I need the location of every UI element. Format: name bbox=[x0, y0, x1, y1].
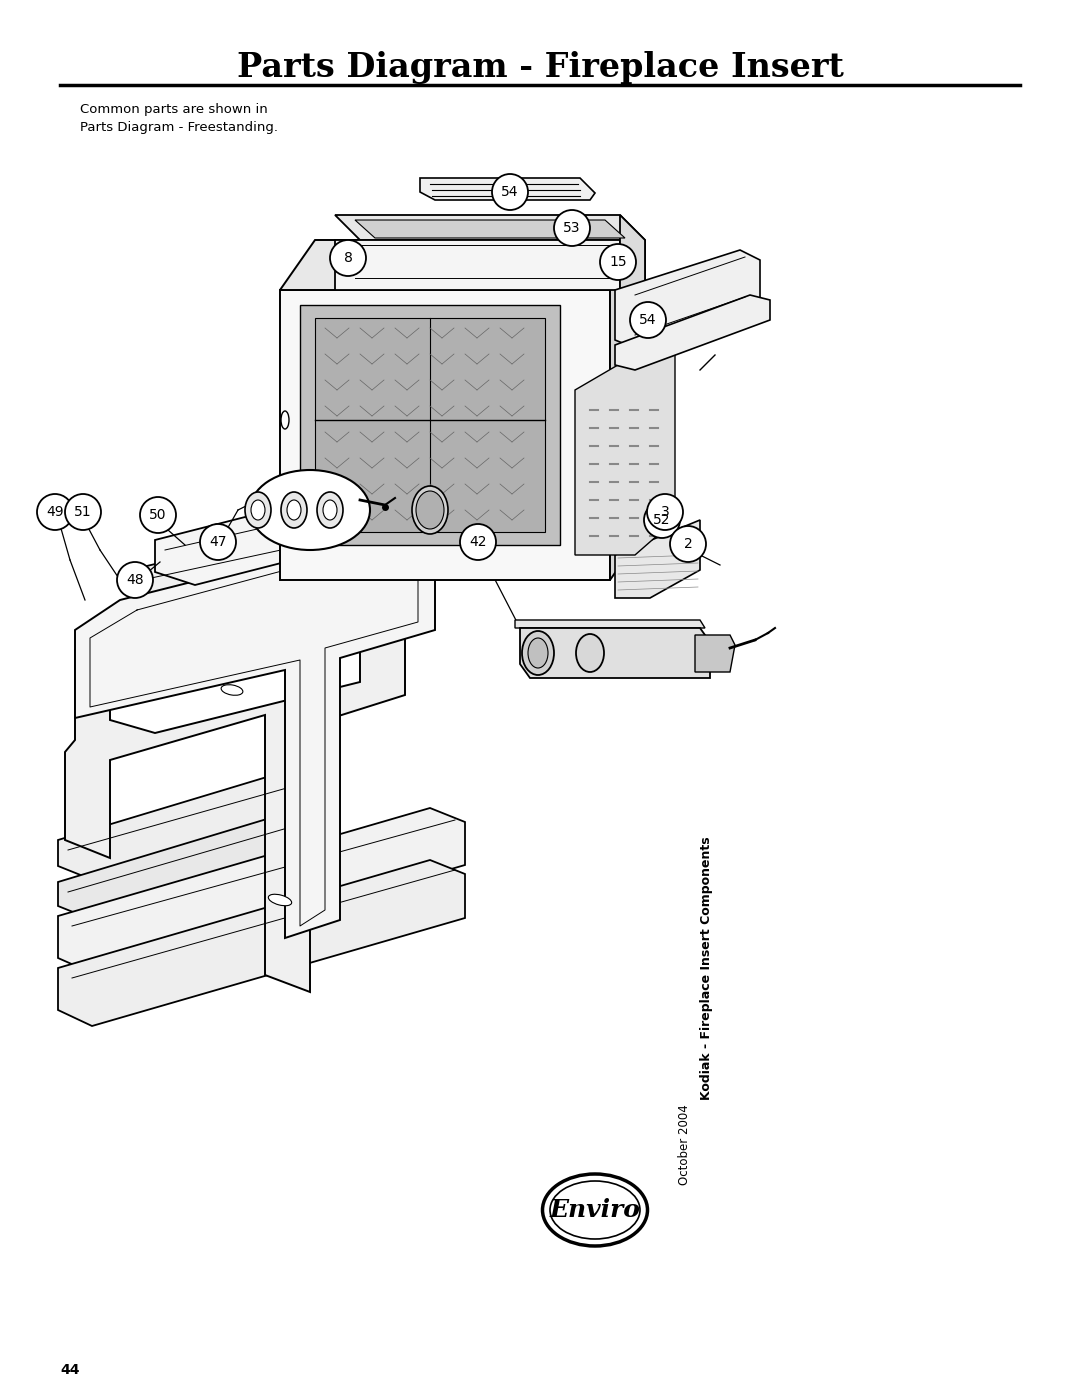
Text: 50: 50 bbox=[149, 509, 166, 522]
Text: 47: 47 bbox=[210, 535, 227, 549]
Polygon shape bbox=[130, 509, 430, 617]
Text: Kodiak - Fireplace Insert Components: Kodiak - Fireplace Insert Components bbox=[700, 837, 713, 1099]
Polygon shape bbox=[620, 215, 645, 291]
Polygon shape bbox=[58, 812, 318, 918]
Polygon shape bbox=[65, 595, 405, 992]
Ellipse shape bbox=[411, 486, 448, 534]
Polygon shape bbox=[300, 305, 561, 545]
Text: 8: 8 bbox=[343, 251, 352, 265]
Text: Parts Diagram - Fireplace Insert: Parts Diagram - Fireplace Insert bbox=[237, 52, 843, 84]
Text: Common parts are shown in: Common parts are shown in bbox=[80, 103, 268, 116]
Polygon shape bbox=[280, 291, 610, 580]
Circle shape bbox=[644, 502, 680, 538]
Ellipse shape bbox=[550, 1180, 640, 1239]
Text: 42: 42 bbox=[469, 535, 487, 549]
Polygon shape bbox=[615, 295, 770, 370]
Polygon shape bbox=[315, 240, 610, 291]
Text: Parts Diagram - Freestanding.: Parts Diagram - Freestanding. bbox=[80, 122, 278, 134]
Polygon shape bbox=[280, 240, 645, 291]
Text: 48: 48 bbox=[126, 573, 144, 587]
Polygon shape bbox=[575, 355, 675, 555]
Text: 51: 51 bbox=[75, 504, 92, 520]
Text: 3: 3 bbox=[661, 504, 670, 520]
Text: 49: 49 bbox=[46, 504, 64, 520]
Ellipse shape bbox=[318, 492, 343, 528]
Polygon shape bbox=[156, 481, 430, 585]
Ellipse shape bbox=[323, 500, 337, 520]
Polygon shape bbox=[420, 177, 595, 200]
Ellipse shape bbox=[281, 492, 307, 528]
Circle shape bbox=[492, 175, 528, 210]
Circle shape bbox=[670, 527, 706, 562]
Text: 52: 52 bbox=[653, 513, 671, 527]
Polygon shape bbox=[315, 319, 545, 532]
Polygon shape bbox=[615, 250, 760, 351]
Ellipse shape bbox=[268, 894, 292, 905]
Text: 15: 15 bbox=[609, 256, 626, 270]
Polygon shape bbox=[335, 240, 620, 291]
Text: 54: 54 bbox=[639, 313, 657, 327]
Circle shape bbox=[647, 495, 683, 529]
Ellipse shape bbox=[522, 631, 554, 675]
Text: 53: 53 bbox=[564, 221, 581, 235]
Text: October 2004: October 2004 bbox=[678, 1104, 691, 1185]
Circle shape bbox=[65, 495, 102, 529]
Circle shape bbox=[200, 524, 237, 560]
Polygon shape bbox=[58, 770, 318, 877]
Ellipse shape bbox=[542, 1173, 648, 1246]
Polygon shape bbox=[335, 215, 645, 240]
Ellipse shape bbox=[221, 685, 243, 696]
Circle shape bbox=[330, 240, 366, 277]
Ellipse shape bbox=[287, 500, 301, 520]
Circle shape bbox=[554, 210, 590, 246]
Text: Enviro: Enviro bbox=[550, 1199, 640, 1222]
Ellipse shape bbox=[251, 500, 265, 520]
Ellipse shape bbox=[576, 634, 604, 672]
Polygon shape bbox=[75, 532, 435, 937]
Ellipse shape bbox=[416, 490, 444, 529]
Polygon shape bbox=[696, 636, 735, 672]
Circle shape bbox=[630, 302, 666, 338]
Ellipse shape bbox=[245, 492, 271, 528]
Ellipse shape bbox=[281, 411, 289, 429]
Text: 2: 2 bbox=[684, 536, 692, 550]
Circle shape bbox=[140, 497, 176, 534]
Circle shape bbox=[600, 244, 636, 279]
Ellipse shape bbox=[249, 469, 370, 550]
Text: 54: 54 bbox=[501, 184, 518, 198]
Circle shape bbox=[117, 562, 153, 598]
Polygon shape bbox=[58, 861, 465, 1025]
Circle shape bbox=[37, 495, 73, 529]
Polygon shape bbox=[58, 807, 465, 972]
Polygon shape bbox=[515, 620, 705, 629]
Text: 44: 44 bbox=[60, 1363, 80, 1377]
Polygon shape bbox=[355, 219, 625, 237]
Ellipse shape bbox=[528, 638, 548, 668]
Polygon shape bbox=[615, 520, 700, 598]
Polygon shape bbox=[610, 240, 645, 580]
Polygon shape bbox=[519, 629, 710, 678]
Circle shape bbox=[460, 524, 496, 560]
